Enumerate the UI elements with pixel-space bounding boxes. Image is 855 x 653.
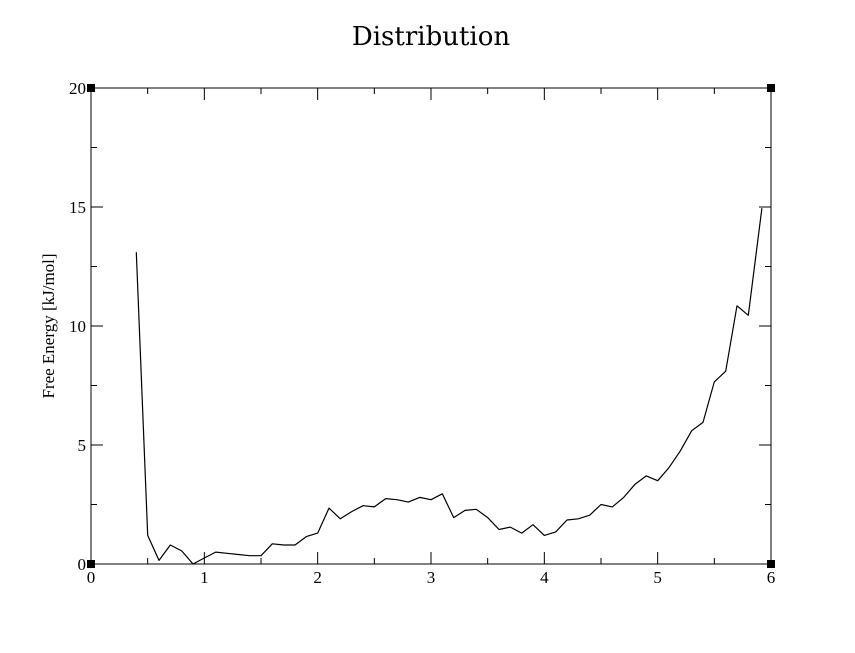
x-tick-label: 1 xyxy=(200,568,209,587)
plot-frame xyxy=(90,87,772,565)
corner-handles xyxy=(87,84,775,568)
y-tick-labels: 0 5 10 15 20 xyxy=(69,79,86,574)
corner-handle xyxy=(87,560,95,568)
x-tick-label: 6 xyxy=(767,568,776,587)
x-tick-label: 4 xyxy=(540,568,549,587)
y-axis-label: Free Energy [kJ/mol] xyxy=(39,253,58,398)
y-tick-label: 20 xyxy=(69,79,86,98)
series-layer xyxy=(135,208,763,565)
corner-handle xyxy=(87,84,95,92)
corner-handle xyxy=(767,84,775,92)
free-energy-line xyxy=(135,208,763,565)
x-tick-label: 5 xyxy=(653,568,662,587)
y-tick-label: 15 xyxy=(69,198,86,217)
x-tick-label: 3 xyxy=(427,568,436,587)
minor-ticks xyxy=(91,88,771,564)
chart-title: Distribution xyxy=(352,22,511,52)
x-tick-label: 2 xyxy=(313,568,322,587)
corner-handle xyxy=(767,560,775,568)
y-tick-label: 0 xyxy=(78,555,87,574)
y-tick-label: 5 xyxy=(78,436,87,455)
major-ticks xyxy=(90,87,772,565)
y-tick-label: 10 xyxy=(69,317,86,336)
x-tick-labels: 0 1 2 3 4 5 6 xyxy=(87,568,776,587)
x-tick-label: 0 xyxy=(87,568,96,587)
